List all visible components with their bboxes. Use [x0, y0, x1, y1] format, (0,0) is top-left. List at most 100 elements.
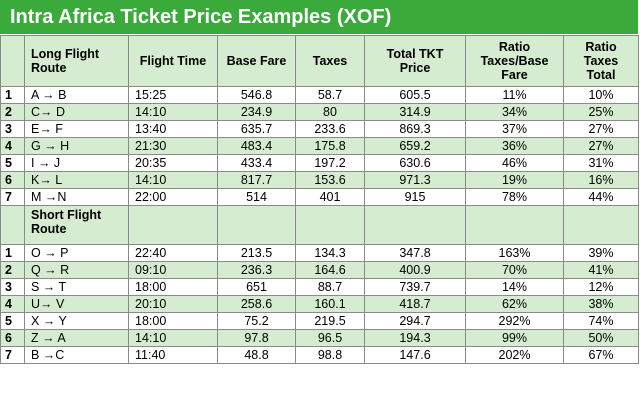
- row-number: 6: [0, 171, 25, 189]
- taxes-cell: 160.1: [295, 295, 365, 313]
- ratio-taxes-base-cell: 14%: [465, 278, 564, 296]
- ratio-taxes-total-cell: 38%: [563, 295, 639, 313]
- header-flight-time: Flight Time: [128, 35, 218, 87]
- total-price-cell: 915: [364, 188, 466, 206]
- section-empty-cell: [128, 205, 218, 245]
- taxes-cell: 401: [295, 188, 365, 206]
- ratio-taxes-base-cell: 292%: [465, 312, 564, 330]
- row-number: 1: [0, 244, 25, 262]
- route-cell: E→ F: [24, 120, 129, 138]
- ratio-taxes-base-cell: 36%: [465, 137, 564, 155]
- row-number: 4: [0, 295, 25, 313]
- ratio-taxes-total-cell: 16%: [563, 171, 639, 189]
- base-fare-cell: 234.9: [217, 103, 296, 121]
- flight-time-cell: 14:10: [128, 103, 218, 121]
- price-table: Long Flight Route Flight Time Base Fare …: [0, 35, 639, 364]
- flight-time-cell: 22:40: [128, 244, 218, 262]
- section-row-short-flights: Short Flight Route: [0, 205, 639, 245]
- taxes-cell: 80: [295, 103, 365, 121]
- ratio-taxes-total-cell: 12%: [563, 278, 639, 296]
- flight-time-cell: 21:30: [128, 137, 218, 155]
- base-fare-cell: 48.8: [217, 346, 296, 364]
- ratio-taxes-base-cell: 202%: [465, 346, 564, 364]
- table-row: 6 K→ L 14:10 817.7 153.6 971.3 19% 16%: [0, 171, 639, 189]
- total-price-cell: 314.9: [364, 103, 466, 121]
- total-price-cell: 418.7: [364, 295, 466, 313]
- ratio-taxes-base-cell: 99%: [465, 329, 564, 347]
- ratio-taxes-total-cell: 10%: [563, 86, 639, 104]
- section-empty-cell: [563, 205, 639, 245]
- table-row: 2 C→ D 14:10 234.9 80 314.9 34% 25%: [0, 103, 639, 121]
- header-ratio-taxes-total: Ratio Taxes Total: [563, 35, 639, 87]
- route-cell: C→ D: [24, 103, 129, 121]
- total-price-cell: 147.6: [364, 346, 466, 364]
- ratio-taxes-base-cell: 70%: [465, 261, 564, 279]
- ratio-taxes-base-cell: 19%: [465, 171, 564, 189]
- taxes-cell: 96.5: [295, 329, 365, 347]
- taxes-cell: 58.7: [295, 86, 365, 104]
- route-cell: Q → R: [24, 261, 129, 279]
- ratio-taxes-total-cell: 27%: [563, 120, 639, 138]
- row-number: 5: [0, 312, 25, 330]
- taxes-cell: 88.7: [295, 278, 365, 296]
- route-cell: X → Y: [24, 312, 129, 330]
- ratio-taxes-total-cell: 31%: [563, 154, 639, 172]
- taxes-cell: 164.6: [295, 261, 365, 279]
- row-number: 7: [0, 188, 25, 206]
- header-row: Long Flight Route Flight Time Base Fare …: [0, 35, 639, 87]
- section-empty-cell: [217, 205, 296, 245]
- route-cell: S → T: [24, 278, 129, 296]
- flight-time-cell: 20:10: [128, 295, 218, 313]
- ratio-taxes-base-cell: 34%: [465, 103, 564, 121]
- base-fare-cell: 213.5: [217, 244, 296, 262]
- taxes-cell: 197.2: [295, 154, 365, 172]
- row-number: 3: [0, 120, 25, 138]
- total-price-cell: 869.3: [364, 120, 466, 138]
- route-cell: B →C: [24, 346, 129, 364]
- ratio-taxes-base-cell: 46%: [465, 154, 564, 172]
- route-cell: U→ V: [24, 295, 129, 313]
- ratio-taxes-base-cell: 62%: [465, 295, 564, 313]
- section-label-short-flight-route: Short Flight Route: [24, 205, 129, 245]
- table-row: 3 E→ F 13:40 635.7 233.6 869.3 37% 27%: [0, 120, 639, 138]
- header-index-cell: [0, 35, 25, 87]
- base-fare-cell: 635.7: [217, 120, 296, 138]
- row-number: 2: [0, 103, 25, 121]
- ratio-taxes-total-cell: 27%: [563, 137, 639, 155]
- row-number: 2: [0, 261, 25, 279]
- total-price-cell: 294.7: [364, 312, 466, 330]
- taxes-cell: 175.8: [295, 137, 365, 155]
- row-number: 4: [0, 137, 25, 155]
- header-route: Long Flight Route: [24, 35, 129, 87]
- flight-time-cell: 13:40: [128, 120, 218, 138]
- route-cell: A → B: [24, 86, 129, 104]
- route-cell: K→ L: [24, 171, 129, 189]
- ratio-taxes-base-cell: 11%: [465, 86, 564, 104]
- total-price-cell: 971.3: [364, 171, 466, 189]
- base-fare-cell: 483.4: [217, 137, 296, 155]
- ratio-taxes-base-cell: 163%: [465, 244, 564, 262]
- total-price-cell: 630.6: [364, 154, 466, 172]
- table-row: 4 U→ V 20:10 258.6 160.1 418.7 62% 38%: [0, 295, 639, 313]
- flight-time-cell: 15:25: [128, 86, 218, 104]
- base-fare-cell: 651: [217, 278, 296, 296]
- total-price-cell: 605.5: [364, 86, 466, 104]
- total-price-cell: 739.7: [364, 278, 466, 296]
- total-price-cell: 400.9: [364, 261, 466, 279]
- taxes-cell: 233.6: [295, 120, 365, 138]
- route-cell: G → H: [24, 137, 129, 155]
- ratio-taxes-total-cell: 74%: [563, 312, 639, 330]
- section-empty-cell: [295, 205, 365, 245]
- row-number: 6: [0, 329, 25, 347]
- ratio-taxes-base-cell: 37%: [465, 120, 564, 138]
- base-fare-cell: 97.8: [217, 329, 296, 347]
